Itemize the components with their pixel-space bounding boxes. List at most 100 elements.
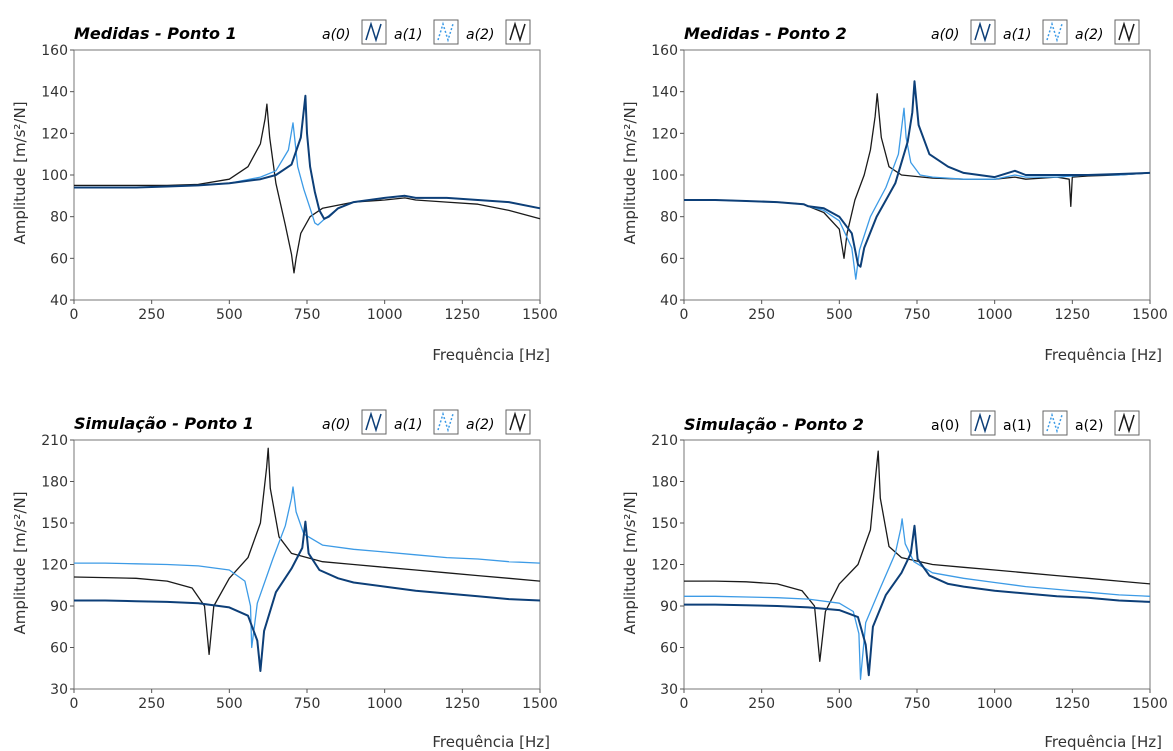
- y-tick-label: 120: [41, 126, 68, 142]
- y-axis-label: Amplitude [m/s²/N]: [621, 101, 639, 244]
- x-tick-label: 750: [904, 696, 931, 712]
- series-line-a2: [684, 80, 1151, 268]
- x-tick-label: 1000: [367, 696, 403, 712]
- x-tick-label: 750: [904, 307, 931, 323]
- legend-swatch: [433, 409, 459, 435]
- x-tick-label: 1000: [367, 307, 403, 323]
- x-tick-label: 250: [748, 696, 775, 712]
- legend-swatch: [505, 409, 531, 435]
- series-line-a1: [74, 486, 541, 649]
- y-tick-label: 40: [50, 293, 68, 309]
- legend-label: a(0): [322, 27, 350, 43]
- legend-swatch: [433, 19, 459, 45]
- chart-title: Simulação - Ponto 1: [74, 414, 254, 433]
- series-lines: [684, 450, 1151, 680]
- y-tick-label: 120: [651, 558, 678, 574]
- y-tick-label: 120: [651, 126, 678, 142]
- x-tick-label: 1500: [522, 307, 558, 323]
- y-tick-label: 120: [41, 558, 68, 574]
- axis-ticks: 30 60 90 120 150 180 210 0 250 500 750 1000 1250 1500: [651, 433, 1168, 712]
- series-line-a0: [74, 103, 541, 274]
- legend-label: a(2): [1075, 418, 1103, 434]
- y-axis-label: Amplitude [m/s²/N]: [11, 491, 29, 634]
- y-tick-label: 90: [660, 599, 678, 615]
- axis-ticks: 40 60 80 100 120 140 160 0 250 500 750 1000 1250 1500: [651, 43, 1168, 323]
- series-line-a0: [684, 450, 1151, 662]
- panel-simulacao-ponto-2: Simulação - Ponto 2 Amplitude [m/s²/N] F…: [621, 410, 1168, 751]
- panel-medidas-ponto-2: Medidas - Ponto 2 Amplitude [m/s²/N] Fre…: [621, 19, 1168, 364]
- legend-swatch: [1042, 410, 1068, 436]
- y-tick-label: 60: [660, 251, 678, 267]
- chart-title: Medidas - Ponto 2: [684, 24, 847, 43]
- series-line-a0: [73, 447, 541, 656]
- y-tick-label: 100: [651, 168, 678, 184]
- x-axis-label: Frequência [Hz]: [1044, 346, 1162, 364]
- legend-label: a(2): [466, 27, 494, 43]
- y-tick-label: 30: [50, 682, 68, 698]
- legend: a(0) a(1) a(2): [931, 410, 1140, 436]
- x-tick-label: 1500: [522, 696, 558, 712]
- y-axis-label: Amplitude [m/s²/N]: [11, 101, 29, 244]
- x-tick-label: 1000: [977, 696, 1013, 712]
- y-tick-label: 210: [41, 433, 68, 449]
- y-axis-label: Amplitude [m/s²/N]: [621, 491, 639, 634]
- legend-label: a(1): [394, 27, 422, 43]
- x-tick-label: 1250: [445, 696, 481, 712]
- legend: a(0) a(1) a(2): [322, 19, 531, 45]
- series-lines: [684, 80, 1151, 280]
- y-tick-label: 40: [660, 293, 678, 309]
- legend: a(0) a(1) a(2): [931, 19, 1140, 45]
- x-axis-label: Frequência [Hz]: [432, 346, 550, 364]
- x-axis-label: Frequência [Hz]: [1044, 733, 1162, 751]
- series-line-a2: [684, 524, 1151, 677]
- x-tick-label: 250: [748, 307, 775, 323]
- legend-label: a(1): [1003, 27, 1031, 43]
- chart-title: Simulação - Ponto 2: [684, 415, 864, 434]
- y-tick-label: 60: [50, 251, 68, 267]
- y-tick-label: 60: [660, 641, 678, 657]
- panel-medidas-ponto-1: Medidas - Ponto 1 Amplitude [m/s²/N] Fre…: [11, 19, 558, 364]
- y-tick-label: 30: [660, 682, 678, 698]
- x-tick-label: 250: [138, 307, 165, 323]
- y-tick-label: 160: [651, 43, 678, 59]
- series-lines: [73, 447, 541, 672]
- x-tick-label: 0: [680, 307, 689, 323]
- legend-label: a(2): [466, 417, 494, 433]
- plot-area: [73, 49, 541, 301]
- series-line-a2: [74, 94, 541, 220]
- y-tick-label: 140: [41, 85, 68, 101]
- series-lines: [74, 94, 541, 274]
- x-tick-label: 750: [294, 696, 321, 712]
- y-tick-label: 150: [651, 516, 678, 532]
- series-line-a2: [74, 520, 541, 672]
- x-tick-label: 0: [70, 696, 79, 712]
- legend-swatch: [1042, 19, 1068, 45]
- x-tick-label: 1250: [1055, 307, 1091, 323]
- legend-label: a(0): [322, 417, 350, 433]
- x-tick-label: 0: [70, 307, 79, 323]
- axis-ticks: 40 60 80 100 120 140 160 0 250 500 750 1000 1250 1500: [41, 43, 558, 323]
- x-axis-label: Frequência [Hz]: [432, 733, 550, 751]
- y-tick-label: 180: [651, 475, 678, 491]
- legend-swatch: [1114, 410, 1140, 436]
- chart-title: Medidas - Ponto 1: [74, 24, 237, 43]
- x-tick-label: 500: [826, 696, 853, 712]
- series-line-a1: [684, 518, 1151, 680]
- legend-swatch: [970, 410, 996, 436]
- y-tick-label: 140: [651, 85, 678, 101]
- x-tick-label: 1250: [1055, 696, 1091, 712]
- plot-area: [683, 439, 1151, 690]
- y-tick-label: 100: [41, 168, 68, 184]
- legend-swatch: [1114, 19, 1140, 45]
- y-tick-label: 60: [50, 641, 68, 657]
- axis-ticks: 30 60 90 120 150 180 210 0 250 500 750 1000 1250 1500: [41, 433, 558, 712]
- legend-label: a(1): [394, 417, 422, 433]
- legend-swatch: [361, 409, 387, 435]
- y-tick-label: 80: [660, 210, 678, 226]
- y-tick-label: 80: [50, 210, 68, 226]
- x-tick-label: 500: [216, 696, 243, 712]
- x-tick-label: 750: [294, 307, 321, 323]
- y-tick-label: 150: [41, 516, 68, 532]
- x-tick-label: 0: [680, 696, 689, 712]
